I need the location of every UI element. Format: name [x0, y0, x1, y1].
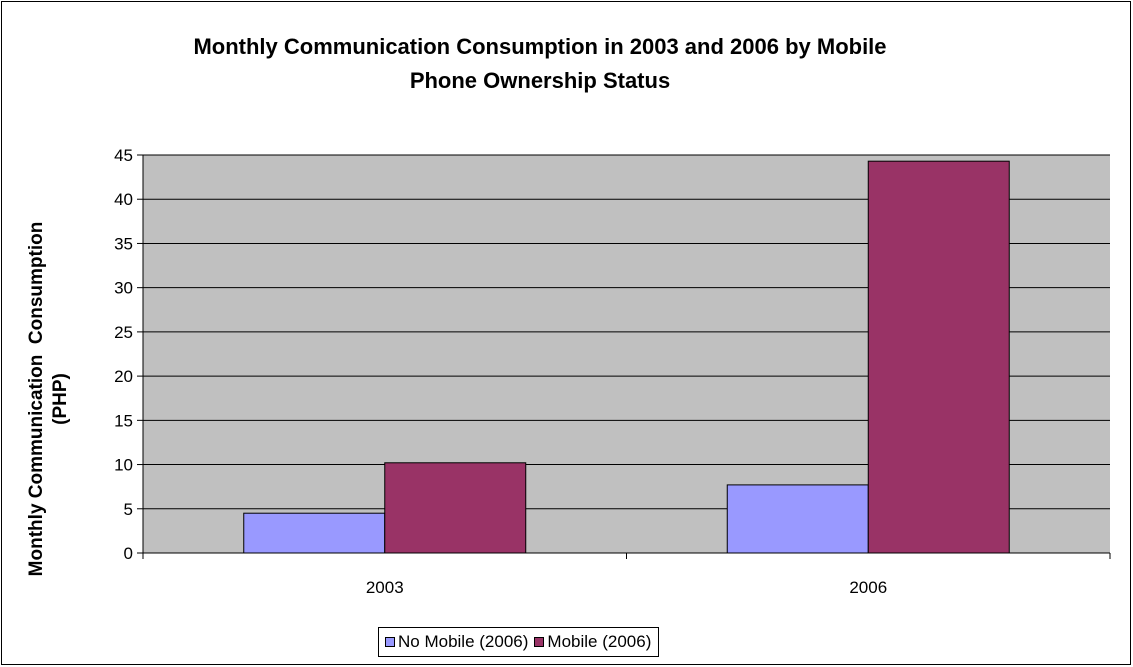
bars: [243, 160, 1010, 554]
legend-swatch-mobile: [534, 637, 545, 647]
y-tick-label: 25: [114, 323, 133, 342]
bar-mobile-2006-2006: [867, 160, 1010, 554]
x-tick-label: 2003: [366, 578, 404, 597]
legend-swatch-no-mobile: [385, 637, 395, 647]
y-tick-label: 15: [114, 411, 133, 430]
y-tick-label: 10: [114, 456, 133, 475]
y-tick-label: 30: [114, 279, 133, 298]
y-tick-label: 35: [114, 234, 133, 253]
y-tick-label: 0: [124, 544, 133, 563]
y-axis-title-line: Monthly Communication Consumption: [26, 222, 47, 577]
bar-no-mobile-2006-2006: [726, 484, 869, 554]
legend-item-mobile: Mobile (2006): [534, 632, 651, 652]
y-tick-label: 45: [114, 146, 133, 165]
y-axis-title: Monthly Communication Consumption (PHP): [26, 222, 71, 577]
bar-no-mobile-2006-2003: [243, 512, 386, 554]
x-tick-labels: 2003 2006: [366, 578, 887, 597]
legend-item-no-mobile: No Mobile (2006): [385, 632, 528, 652]
y-axis-title-line: (PHP): [50, 373, 71, 425]
y-tick-label: 40: [114, 190, 133, 209]
x-tick-label: 2006: [849, 578, 887, 597]
y-tick-label: 20: [114, 367, 133, 386]
y-tick-labels: 0 5 10 15 20 25 30 35 40 45: [114, 146, 133, 563]
bar-mobile-2006-2003: [384, 462, 527, 554]
chart-title: Monthly Communication Consumption in 200…: [193, 34, 887, 93]
y-tick-label: 5: [124, 500, 133, 519]
legend: No Mobile (2006) Mobile (2006): [378, 627, 660, 657]
axes: [137, 154, 1111, 559]
legend-label-mobile: Mobile (2006): [547, 632, 652, 651]
legend-label-no-mobile: No Mobile (2006): [398, 632, 529, 651]
